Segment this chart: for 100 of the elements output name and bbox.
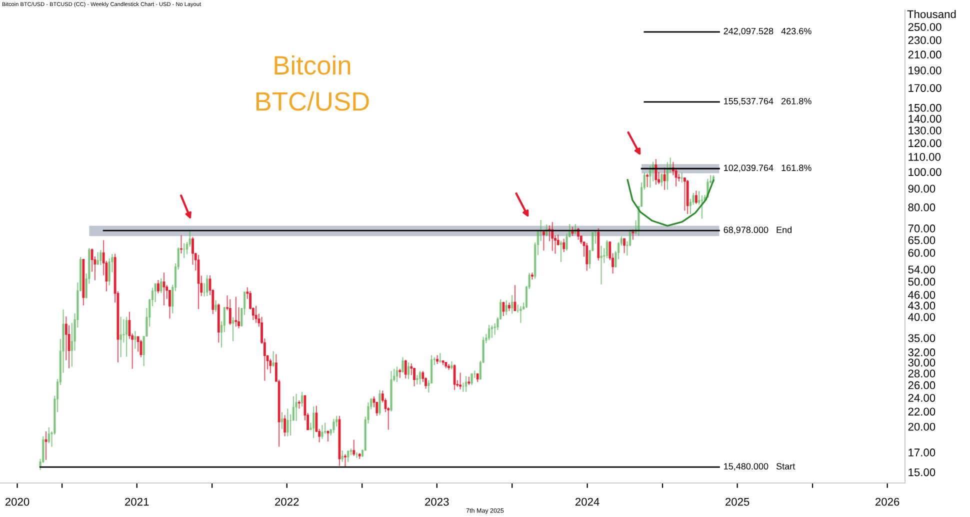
y-tick-label: 90.00: [908, 184, 936, 193]
candlestick: [341, 450, 344, 462]
ref-line-label: 155,537.764 261.8%: [724, 98, 812, 106]
y-tick-label: 130.00: [908, 126, 942, 134]
candlestick: [534, 242, 536, 280]
y-tick-label: 28.00: [908, 370, 936, 378]
y-tick-label: 40.00: [908, 313, 936, 321]
candlestick: [510, 294, 514, 314]
candlestick: [632, 228, 634, 240]
ref-line-label: 68,978.000 End: [724, 226, 792, 234]
candlestick: [482, 336, 485, 364]
y-tick-label: 60.00: [908, 248, 936, 257]
y-tick-label: 100.00: [908, 168, 942, 176]
candlestick: [646, 173, 649, 188]
candlestick: [352, 439, 356, 457]
candlestick: [96, 252, 100, 266]
x-tick-label: 2023: [425, 498, 449, 506]
candlestick: [586, 242, 588, 272]
y-tick-label: 43.00: [908, 302, 936, 310]
y-tick-label: 50.00: [908, 278, 936, 286]
y-tick-label: 32.00: [908, 348, 936, 356]
candlestick: [44, 430, 48, 460]
candlestick: [505, 300, 508, 316]
y-tick-label: 26.00: [908, 381, 936, 390]
candlestick: [698, 190, 700, 206]
y-tick-label: 20.00: [908, 422, 936, 431]
candlestick: [433, 356, 436, 366]
candlestick: [680, 172, 684, 184]
y-tick-label: 110.00: [908, 153, 941, 161]
candlestick: [692, 192, 695, 206]
candlestick: [346, 450, 350, 462]
candlestick: [326, 430, 330, 442]
y-tick-label: 24.00: [908, 394, 936, 402]
candlestick: [160, 278, 162, 294]
candlestick: [620, 236, 623, 246]
candlestick: [663, 167, 666, 190]
y-tick-label: 140.00: [908, 114, 942, 123]
y-tick-label: 250.00: [908, 23, 942, 31]
candlestick: [479, 360, 482, 380]
candlestick: [600, 245, 602, 285]
candlestick: [214, 300, 217, 312]
y-tick-label: 54.00: [908, 266, 936, 274]
candlestick: [99, 250, 102, 266]
candlestick: [240, 307, 243, 328]
candlestick: [234, 296, 238, 328]
candlestick: [660, 172, 663, 187]
candlestick: [254, 305, 258, 324]
candlestick: [177, 246, 180, 270]
x-tick-label: 2021: [125, 498, 149, 506]
candlestick: [154, 282, 157, 303]
candlestick: [614, 250, 617, 268]
candlestick: [689, 198, 692, 215]
candlestick: [157, 279, 160, 294]
candlestick: [298, 400, 300, 410]
y-tick-label: 210.00: [908, 50, 942, 59]
candlestick: [321, 424, 324, 440]
y-tick-label: 190.00: [908, 66, 942, 74]
ref-line-label: 102,039.764 161.8%: [724, 164, 812, 172]
text: Bitcoin BTC/USD: [256, 55, 369, 111]
candlestick: [438, 352, 442, 364]
candlestick: [464, 376, 468, 392]
candlestick: [378, 389, 381, 416]
y-axis-title: Thousand: [907, 10, 956, 18]
y-tick-label: 170.00: [908, 84, 942, 92]
y-tick-label: 22.00: [908, 408, 936, 416]
candlestick: [542, 230, 545, 252]
candlestick: [223, 306, 226, 333]
candlestick: [628, 229, 632, 247]
candlestick: [683, 177, 686, 212]
candlestick: [108, 258, 111, 286]
candlestick: [79, 256, 82, 292]
candlestick: [643, 172, 646, 190]
candlestick: [402, 356, 404, 374]
candlestick: [470, 372, 474, 386]
candlestick: [171, 284, 174, 314]
candlestick: [295, 393, 298, 422]
y-tick-label: 46.00: [908, 290, 936, 299]
candlestick: [666, 162, 669, 190]
candlestick: [300, 391, 304, 408]
candlestick: [398, 368, 402, 378]
candlestick: [228, 298, 232, 326]
candlestick: [453, 364, 456, 391]
candlestick: [269, 358, 272, 374]
candlestick: [528, 272, 531, 290]
candlestick: [436, 354, 439, 365]
candlestick: [332, 418, 335, 434]
candlestick: [562, 238, 566, 253]
ref-line-label: 242,097.528 423.6%: [724, 28, 812, 36]
candlestick: [490, 324, 494, 339]
y-tick-label: 30.00: [908, 358, 936, 367]
candlestick: [292, 396, 295, 421]
candlestick: [312, 406, 315, 439]
candlestick: [180, 234, 182, 254]
y-tick-label: 35.00: [908, 334, 936, 342]
x-tick-label: 2022: [275, 498, 299, 506]
y-tick-label: 230.00: [908, 36, 942, 44]
ref-line-label: 15,480.000 Start: [724, 463, 796, 471]
x-tick-label: 2020: [5, 498, 30, 506]
y-tick-label: 80.00: [908, 203, 936, 212]
y-tick-label: 17.00: [908, 448, 936, 456]
